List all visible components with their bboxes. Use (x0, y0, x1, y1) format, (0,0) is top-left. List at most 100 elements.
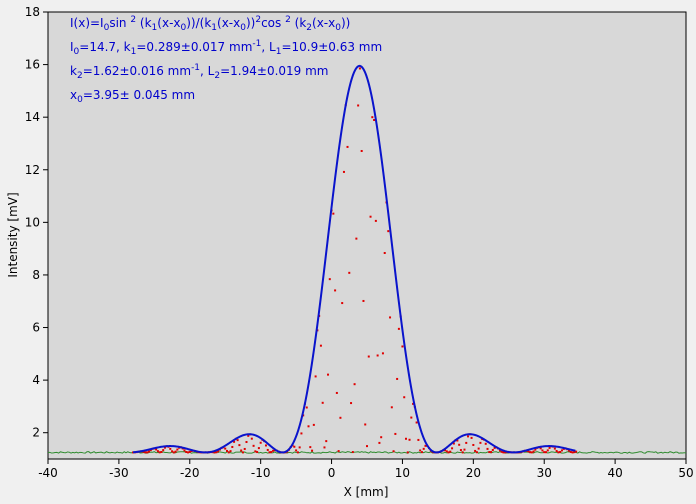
data-point (364, 423, 367, 426)
data-point (332, 212, 335, 215)
fit-envelope-line (132, 64, 576, 454)
data-point (397, 327, 400, 330)
data-point (544, 451, 547, 454)
fit-annotation-line: x0=3.95± 0.045 mm (70, 88, 195, 105)
data-point (389, 316, 392, 319)
data-point (381, 352, 384, 355)
data-point (443, 449, 446, 452)
data-point (415, 421, 418, 424)
y-tick-label: 2 (32, 426, 40, 440)
data-point (155, 448, 158, 451)
data-point (323, 446, 326, 449)
data-point (264, 444, 267, 447)
data-point (498, 449, 501, 452)
data-point (465, 441, 468, 444)
data-point (305, 406, 308, 409)
data-point (351, 451, 354, 454)
data-point (225, 449, 228, 452)
data-point (319, 344, 322, 347)
data-point (390, 406, 393, 409)
data-point (188, 450, 191, 453)
data-point (406, 451, 409, 454)
data-point (337, 450, 340, 453)
data-point (176, 448, 179, 451)
data-point (325, 440, 328, 443)
data-point (401, 345, 404, 348)
data-point (529, 451, 532, 454)
data-point (339, 416, 342, 419)
data-point (300, 432, 303, 435)
data-point (456, 439, 459, 442)
data-point (493, 446, 496, 449)
baseline-series (47, 451, 687, 454)
data-point (257, 447, 260, 450)
data-point (342, 170, 345, 173)
data-point (296, 451, 299, 454)
data-point (568, 449, 571, 452)
data-point (394, 432, 397, 435)
data-point (270, 451, 273, 454)
data-point (185, 451, 188, 453)
data-point (229, 450, 232, 453)
data-point (472, 443, 475, 446)
data-point (373, 119, 376, 121)
data-point (293, 445, 296, 448)
data-point (387, 230, 390, 233)
data-point (412, 402, 415, 405)
data-point (452, 442, 455, 445)
y-tick-label: 8 (32, 268, 40, 282)
data-point (272, 449, 275, 452)
data-point (362, 299, 365, 302)
data-point (266, 448, 269, 451)
x-tick-label: 0 (328, 466, 336, 480)
data-point (224, 447, 227, 450)
data-point (479, 441, 482, 444)
data-point (486, 447, 489, 450)
data-point (250, 437, 253, 440)
data-point (369, 215, 372, 218)
data-point (490, 451, 493, 454)
data-point (463, 448, 466, 451)
x-tick-label: 30 (537, 466, 552, 480)
y-tick-label: 10 (25, 215, 40, 229)
data-point (541, 449, 544, 452)
data-point (477, 447, 480, 450)
data-point (474, 449, 477, 452)
y-tick-label: 12 (25, 163, 40, 177)
x-tick-label: -30 (109, 466, 129, 480)
y-tick-label: 18 (25, 5, 40, 19)
x-axis-title: X [mm] (344, 485, 389, 499)
data-point (571, 451, 574, 454)
data-point (534, 448, 537, 451)
data-point (171, 450, 174, 453)
data-point (295, 449, 298, 452)
data-point (491, 449, 494, 451)
data-point (233, 440, 236, 443)
data-point (392, 450, 395, 453)
data-point (459, 449, 462, 452)
data-point (314, 375, 317, 378)
data-point (217, 450, 220, 453)
data-point (307, 425, 310, 428)
data-point (358, 67, 361, 70)
data-point (532, 450, 535, 453)
data-point (573, 451, 576, 454)
data-point (327, 373, 330, 376)
data-point (321, 401, 324, 404)
data-point (148, 450, 151, 453)
data-point (502, 451, 505, 454)
data-point (470, 436, 473, 439)
data-point (215, 451, 218, 454)
data-point (527, 450, 530, 453)
data-point (424, 444, 427, 447)
data-point (422, 447, 425, 450)
data-point (530, 451, 533, 454)
data-point (539, 447, 542, 450)
y-tick-label: 16 (25, 58, 40, 72)
data-point (546, 449, 549, 452)
data-point (158, 451, 161, 454)
data-point (357, 104, 360, 107)
data-point (575, 450, 578, 453)
y-axis: 2 4 6 8 10 12 14 16 18 (25, 5, 48, 440)
data-point (420, 451, 423, 454)
